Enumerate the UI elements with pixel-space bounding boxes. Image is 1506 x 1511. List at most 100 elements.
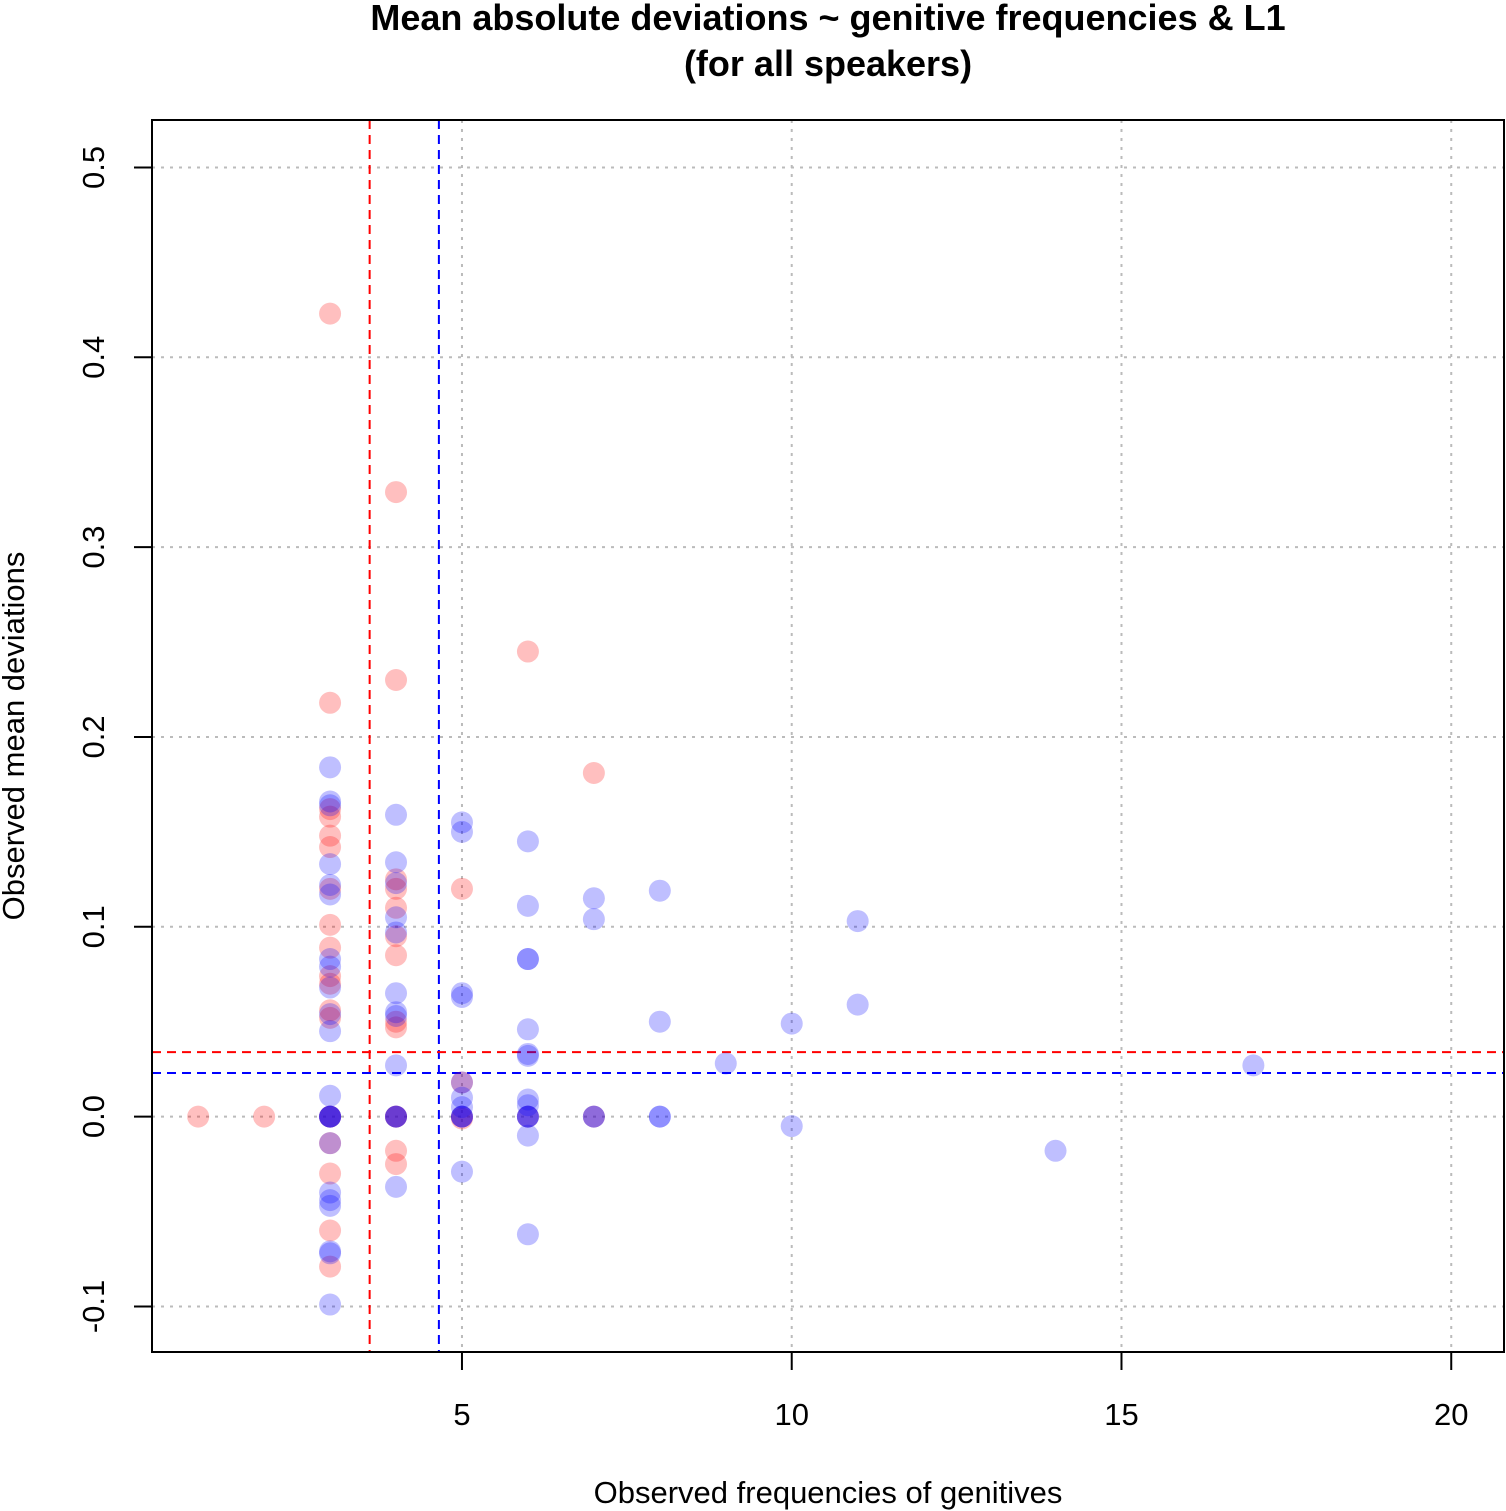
data-point bbox=[319, 1132, 342, 1155]
data-point bbox=[385, 1105, 408, 1128]
data-point bbox=[385, 925, 408, 948]
data-point bbox=[516, 948, 539, 971]
data-point bbox=[319, 302, 342, 325]
data-point bbox=[516, 1124, 539, 1147]
data-point bbox=[319, 1240, 342, 1263]
data-point bbox=[385, 1016, 408, 1039]
data-point bbox=[319, 972, 342, 995]
data-point bbox=[516, 1105, 539, 1128]
data-point bbox=[385, 1010, 408, 1033]
grid-layer bbox=[152, 120, 1504, 1352]
data-point bbox=[648, 1010, 671, 1033]
data-point bbox=[450, 986, 473, 1009]
data-point bbox=[319, 874, 342, 897]
data-point bbox=[319, 877, 342, 900]
y-tick-label: -0.1 bbox=[76, 1280, 111, 1333]
data-point bbox=[385, 1139, 408, 1162]
data-point bbox=[319, 853, 342, 876]
data-point bbox=[516, 1042, 539, 1065]
data-point bbox=[319, 965, 342, 988]
data-point bbox=[450, 982, 473, 1005]
data-point bbox=[450, 1105, 473, 1128]
y-axis-label: Observed mean deviations bbox=[0, 552, 31, 921]
data-point bbox=[319, 790, 342, 813]
data-point bbox=[319, 1105, 342, 1128]
data-point bbox=[319, 1105, 342, 1128]
data-point bbox=[319, 1020, 342, 1043]
data-point bbox=[253, 1105, 276, 1128]
data-point bbox=[780, 1012, 803, 1035]
data-point bbox=[385, 944, 408, 967]
data-point bbox=[450, 1105, 473, 1128]
data-point bbox=[516, 1223, 539, 1246]
data-point bbox=[319, 805, 342, 828]
data-point bbox=[450, 1105, 473, 1128]
data-point bbox=[582, 1105, 605, 1128]
data-point bbox=[450, 811, 473, 834]
y-tick-label: 0.1 bbox=[76, 905, 111, 948]
data-point bbox=[385, 803, 408, 826]
data-point bbox=[582, 908, 605, 931]
data-point bbox=[319, 1255, 342, 1278]
data-point bbox=[319, 1242, 342, 1265]
data-point bbox=[319, 798, 342, 821]
y-tick-label: 0.5 bbox=[76, 146, 111, 189]
data-point bbox=[582, 1105, 605, 1128]
data-point bbox=[780, 1115, 803, 1138]
data-point bbox=[319, 794, 342, 817]
data-point bbox=[319, 1219, 342, 1242]
data-point bbox=[648, 1105, 671, 1128]
data-point bbox=[319, 1105, 342, 1128]
data-point bbox=[319, 836, 342, 859]
data-point bbox=[319, 1105, 342, 1128]
data-point bbox=[582, 1105, 605, 1128]
data-point bbox=[385, 669, 408, 691]
data-point bbox=[319, 883, 342, 906]
x-tick-label: 5 bbox=[453, 1397, 470, 1432]
x-tick-label: 10 bbox=[774, 1397, 808, 1432]
data-point bbox=[516, 948, 539, 971]
x-tick-label: 15 bbox=[1104, 1397, 1138, 1432]
data-point bbox=[516, 830, 539, 853]
y-tick-label: 0.4 bbox=[76, 336, 111, 379]
data-point bbox=[319, 1293, 342, 1316]
data-point bbox=[450, 1107, 473, 1130]
y-tick-label: 0.0 bbox=[76, 1095, 111, 1138]
data-point bbox=[846, 993, 869, 1016]
data-point bbox=[582, 887, 605, 910]
data-point bbox=[319, 1105, 342, 1128]
y-tick-label: 0.3 bbox=[76, 526, 111, 569]
data-point bbox=[450, 1071, 473, 1094]
data-point bbox=[385, 868, 408, 891]
data-point bbox=[319, 913, 342, 936]
data-point bbox=[385, 872, 408, 895]
data-point bbox=[385, 1175, 408, 1198]
data-point bbox=[1242, 1054, 1265, 1077]
data-point bbox=[846, 910, 869, 933]
data-point bbox=[319, 999, 342, 1022]
data-point bbox=[385, 851, 408, 874]
data-point bbox=[648, 1105, 671, 1128]
data-point bbox=[319, 756, 342, 779]
data-point bbox=[450, 1071, 473, 1094]
data-point bbox=[319, 1189, 342, 1212]
data-point bbox=[516, 1088, 539, 1111]
data-point bbox=[516, 1105, 539, 1128]
reference-lines bbox=[152, 120, 1504, 1352]
data-point bbox=[450, 877, 473, 900]
data-point bbox=[319, 1162, 342, 1185]
data-point bbox=[385, 1105, 408, 1128]
data-point bbox=[319, 1181, 342, 1204]
data-point bbox=[516, 640, 539, 663]
x-axis: 5 10 15 20 bbox=[453, 1352, 1468, 1432]
data-point bbox=[450, 1160, 473, 1183]
data-point bbox=[319, 1084, 342, 1107]
data-point bbox=[187, 1105, 210, 1128]
data-point bbox=[648, 879, 671, 902]
data-point bbox=[516, 1094, 539, 1117]
data-point bbox=[450, 1086, 473, 1109]
data-point bbox=[319, 976, 342, 999]
data-point bbox=[319, 936, 342, 959]
data-point bbox=[385, 921, 408, 944]
data-point bbox=[385, 1054, 408, 1077]
